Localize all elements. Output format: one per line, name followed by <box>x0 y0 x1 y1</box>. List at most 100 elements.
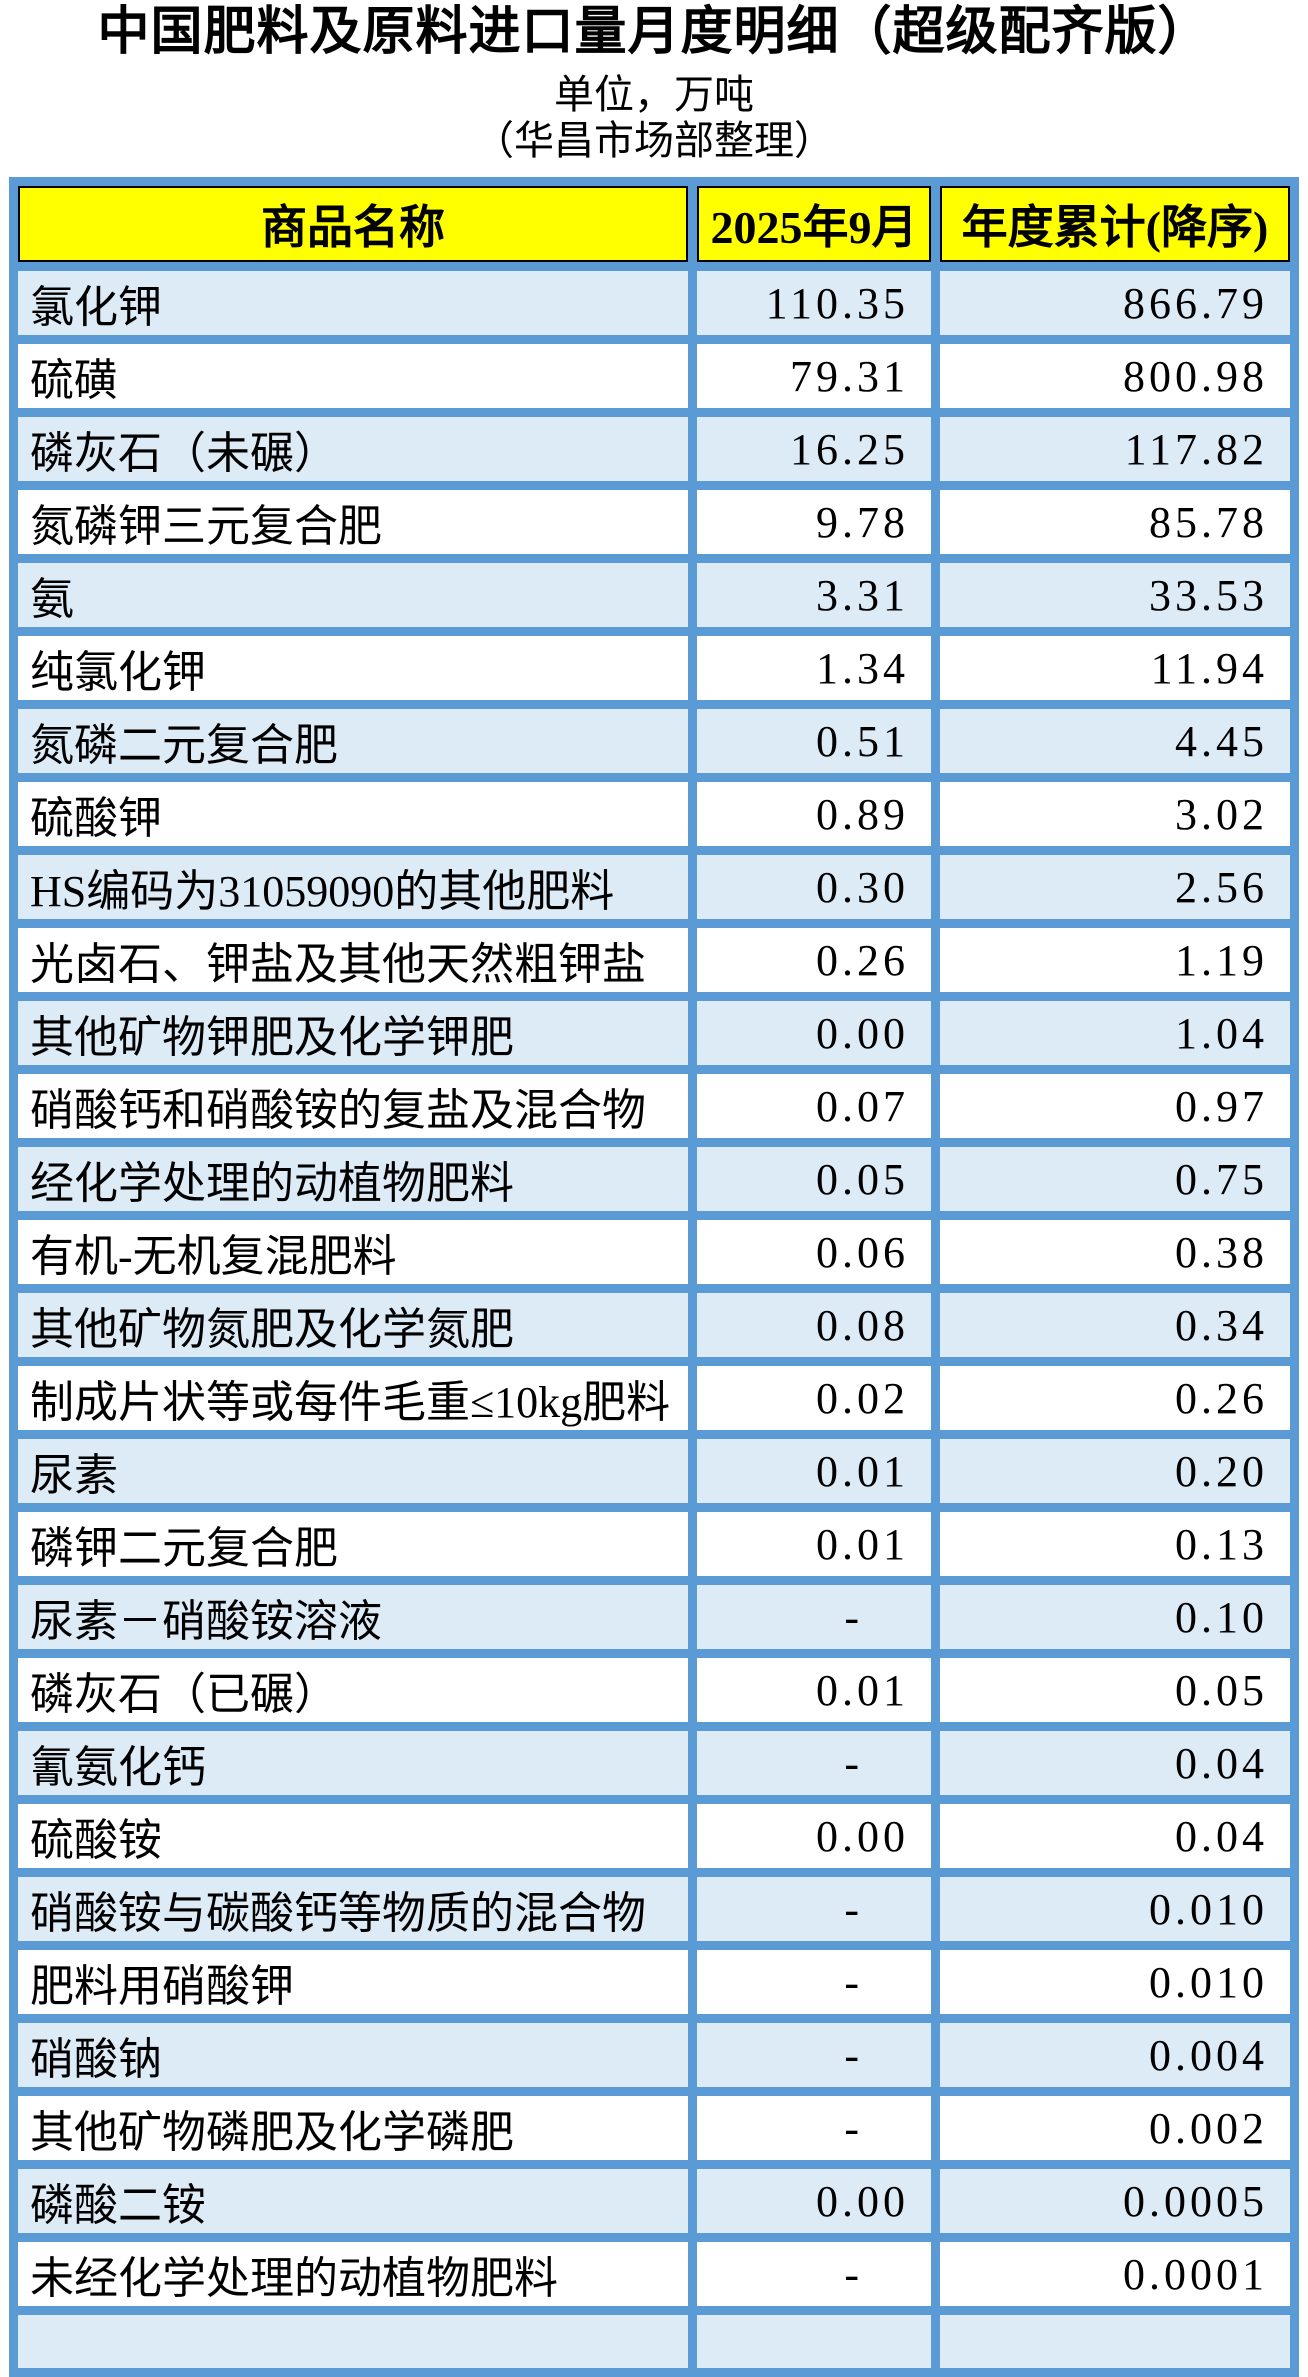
product-name-cell: 经化学处理的动植物肥料 <box>18 1147 688 1211</box>
ytd-value-cell: 0.004 <box>940 2023 1290 2087</box>
product-name-cell: 磷钾二元复合肥 <box>18 1512 688 1576</box>
ytd-value-cell: 0.010 <box>940 1950 1290 2014</box>
ytd-value-cell: 3.02 <box>940 782 1290 846</box>
ytd-value-cell: 0.04 <box>940 1731 1290 1795</box>
table-row: 磷灰石（未碾） 16.25 117.82 <box>18 417 1290 481</box>
table-row: 氯化钾 110.35 866.79 <box>18 271 1290 335</box>
ytd-value-cell: 800.98 <box>940 344 1290 408</box>
table-row: 制成片状等或每件毛重≤10kg肥料 0.02 0.26 <box>18 1366 1290 1430</box>
ytd-value-cell: 117.82 <box>940 417 1290 481</box>
product-name-cell: 硝酸钠 <box>18 2023 688 2087</box>
unit-note: 单位，万吨 <box>554 72 754 117</box>
product-name-cell: HS编码为31059090的其他肥料 <box>18 855 688 919</box>
month-value-cell: 0.00 <box>697 1001 931 1065</box>
month-value-cell: - <box>697 1731 931 1795</box>
month-value-cell: 0.00 <box>697 2169 931 2233</box>
table-row: 硝酸钙和硝酸铵的复盐及混合物 0.07 0.97 <box>18 1074 1290 1138</box>
product-name-cell: 有机-无机复混肥料 <box>18 1220 688 1284</box>
product-name-cell <box>18 2315 688 2368</box>
table-row: 硝酸铵与碳酸钙等物质的混合物 -0.010 <box>18 1877 1290 1941</box>
table-row: 尿素 0.01 0.20 <box>18 1439 1290 1503</box>
product-name-cell: 纯氯化钾 <box>18 636 688 700</box>
month-value-cell: 0.89 <box>697 782 931 846</box>
month-value-cell: - <box>697 2242 931 2306</box>
product-name-cell: 尿素 <box>18 1439 688 1503</box>
ytd-value-cell: 0.26 <box>940 1366 1290 1430</box>
month-value-cell: 79.31 <box>697 344 931 408</box>
ytd-value-cell: 11.94 <box>940 636 1290 700</box>
product-name-cell: 硫磺 <box>18 344 688 408</box>
table-row: 氮磷二元复合肥 0.51 4.45 <box>18 709 1290 773</box>
product-name-cell: 氯化钾 <box>18 271 688 335</box>
ytd-value-cell: 0.10 <box>940 1585 1290 1649</box>
month-value-cell <box>697 2315 931 2368</box>
table-row: 硫酸铵 0.00 0.04 <box>18 1804 1290 1868</box>
table-row: 尿素－硝酸铵溶液 -0.10 <box>18 1585 1290 1649</box>
table-row: 氮磷钾三元复合肥 9.78 85.78 <box>18 490 1290 554</box>
table-row: 经化学处理的动植物肥料 0.05 0.75 <box>18 1147 1290 1211</box>
ytd-value-cell: 0.010 <box>940 1877 1290 1941</box>
product-name-cell: 硫酸钾 <box>18 782 688 846</box>
ytd-value-cell: 0.38 <box>940 1220 1290 1284</box>
month-value-cell: 1.34 <box>697 636 931 700</box>
table-row: 硝酸钠 -0.004 <box>18 2023 1290 2087</box>
ytd-value-cell: 1.19 <box>940 928 1290 992</box>
product-name-cell: 硝酸钙和硝酸铵的复盐及混合物 <box>18 1074 688 1138</box>
ytd-value-cell: 0.13 <box>940 1512 1290 1576</box>
month-value-cell: - <box>697 2023 931 2087</box>
table-row: 未经化学处理的动植物肥料 -0.0001 <box>18 2242 1290 2306</box>
ytd-value-cell <box>940 2315 1290 2368</box>
ytd-value-cell: 33.53 <box>940 563 1290 627</box>
partial-row <box>18 2315 1290 2368</box>
ytd-value-cell: 0.04 <box>940 1804 1290 1868</box>
product-name-cell: 氰氨化钙 <box>18 1731 688 1795</box>
product-name-cell: 磷灰石（已碾） <box>18 1658 688 1722</box>
table-row: 肥料用硝酸钾 -0.010 <box>18 1950 1290 2014</box>
ytd-value-cell: 1.04 <box>940 1001 1290 1065</box>
month-value-cell: - <box>697 2096 931 2160</box>
ytd-value-cell: 0.05 <box>940 1658 1290 1722</box>
month-value-cell: 0.07 <box>697 1074 931 1138</box>
product-name-cell: 其他矿物磷肥及化学磷肥 <box>18 2096 688 2160</box>
month-value-cell: 9.78 <box>697 490 931 554</box>
product-name-cell: 氨 <box>18 563 688 627</box>
import-table: 商品名称 2025年9月 年度累计(降序) 氯化钾 110.35 866.79 硫磺 7… <box>9 177 1299 2377</box>
month-value-cell: 0.00 <box>697 1804 931 1868</box>
table-row: 氰氨化钙 -0.04 <box>18 1731 1290 1795</box>
month-value-cell: 0.01 <box>697 1439 931 1503</box>
table-row: 磷酸二铵 0.00 0.0005 <box>18 2169 1290 2233</box>
header-row: 商品名称 2025年9月 年度累计(降序) <box>18 186 1290 262</box>
month-value-cell: - <box>697 1950 931 2014</box>
month-value-cell: 0.06 <box>697 1220 931 1284</box>
ytd-value-cell: 2.56 <box>940 855 1290 919</box>
product-name-cell: 硝酸铵与碳酸钙等物质的混合物 <box>18 1877 688 1941</box>
month-value-cell: 0.02 <box>697 1366 931 1430</box>
ytd-value-cell: 0.20 <box>940 1439 1290 1503</box>
month-value-cell: 0.08 <box>697 1293 931 1357</box>
month-value-cell: 0.01 <box>697 1658 931 1722</box>
table-row: 磷灰石（已碾） 0.01 0.05 <box>18 1658 1290 1722</box>
product-name-cell: 磷酸二铵 <box>18 2169 688 2233</box>
col-header-month: 2025年9月 <box>697 186 931 262</box>
table-row: 其他矿物钾肥及化学钾肥 0.00 1.04 <box>18 1001 1290 1065</box>
page-title: 中国肥料及原料进口量月度明细（超级配齐版） <box>97 4 1211 61</box>
ytd-value-cell: 4.45 <box>940 709 1290 773</box>
ytd-value-cell: 0.34 <box>940 1293 1290 1357</box>
product-name-cell: 硫酸铵 <box>18 1804 688 1868</box>
ytd-value-cell: 0.0005 <box>940 2169 1290 2233</box>
product-name-cell: 其他矿物氮肥及化学氮肥 <box>18 1293 688 1357</box>
table-row: 光卤石、钾盐及其他天然粗钾盐 0.26 1.19 <box>18 928 1290 992</box>
ytd-value-cell: 0.75 <box>940 1147 1290 1211</box>
month-value-cell: 0.01 <box>697 1512 931 1576</box>
product-name-cell: 未经化学处理的动植物肥料 <box>18 2242 688 2306</box>
table-row: 硫酸钾 0.89 3.02 <box>18 782 1290 846</box>
ytd-value-cell: 0.0001 <box>940 2242 1290 2306</box>
month-value-cell: 0.51 <box>697 709 931 773</box>
ytd-value-cell: 0.97 <box>940 1074 1290 1138</box>
table-row: 磷钾二元复合肥 0.01 0.13 <box>18 1512 1290 1576</box>
col-header-product: 商品名称 <box>18 186 688 262</box>
table-row: 其他矿物氮肥及化学氮肥 0.08 0.34 <box>18 1293 1290 1357</box>
month-value-cell: 0.26 <box>697 928 931 992</box>
table-row: 氨 3.31 33.53 <box>18 563 1290 627</box>
col-header-ytd: 年度累计(降序) <box>940 186 1290 262</box>
